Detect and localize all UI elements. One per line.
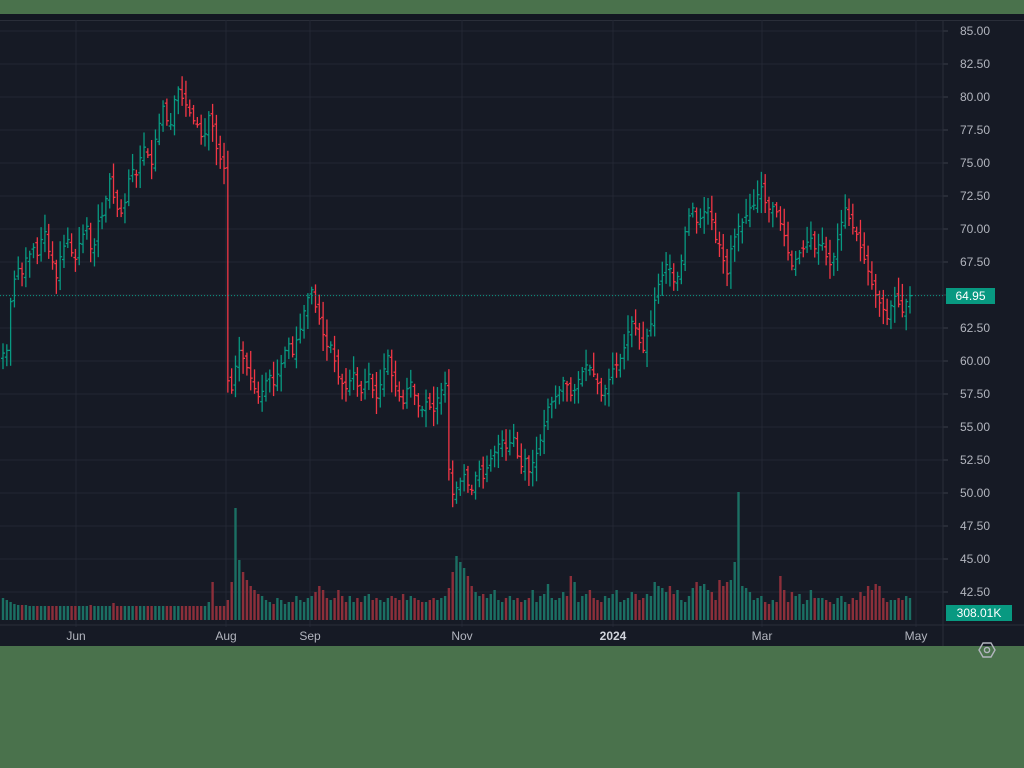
price-axis-label: 77.50 xyxy=(960,123,990,137)
price-axis-label: 62.50 xyxy=(960,321,990,335)
price-axis-label: 42.50 xyxy=(960,585,990,599)
time-axis-label: May xyxy=(905,629,928,643)
price-axis-label: 72.50 xyxy=(960,189,990,203)
last-price-tag: 64.95 xyxy=(946,287,995,304)
price-axis-label: 82.50 xyxy=(960,57,990,71)
chart-frame[interactable]: 85.00 82.50 80.00 77.50 75.00 72.50 70.00 67.50… xyxy=(0,14,1024,658)
price-axis-label: 45.00 xyxy=(960,552,990,566)
time-axis-label: Aug xyxy=(215,629,236,643)
price-axis-label: 67.50 xyxy=(960,255,990,269)
price-axis-label: 57.50 xyxy=(960,387,990,401)
price-axis-label: 52.50 xyxy=(960,453,990,467)
price-axis-label: 85.00 xyxy=(960,24,990,38)
price-axis-label: 50.00 xyxy=(960,486,990,500)
chart-top-strip xyxy=(0,14,1024,21)
time-axis-label: Mar xyxy=(752,629,773,643)
price-chart-canvas[interactable]: 85.00 82.50 80.00 77.50 75.00 72.50 70.00 67.50… xyxy=(0,14,1024,646)
time-axis-label: Nov xyxy=(451,629,472,643)
time-axis-label: Sep xyxy=(299,629,321,643)
price-axis-label: 55.00 xyxy=(960,420,990,434)
ohlc-series xyxy=(1,76,912,508)
time-axis-label: Jun xyxy=(66,629,85,643)
price-axis-label: 70.00 xyxy=(960,222,990,236)
price-axis-label: 75.00 xyxy=(960,156,990,170)
price-axis-label: 47.50 xyxy=(960,519,990,533)
time-axis-label: 2024 xyxy=(600,629,627,643)
volume-tag: 308.01K xyxy=(946,605,1012,621)
volume-series xyxy=(1,492,912,620)
price-axis-label: 60.00 xyxy=(960,354,990,368)
settings-gear-icon[interactable] xyxy=(978,641,996,659)
price-axis-label: 80.00 xyxy=(960,90,990,104)
